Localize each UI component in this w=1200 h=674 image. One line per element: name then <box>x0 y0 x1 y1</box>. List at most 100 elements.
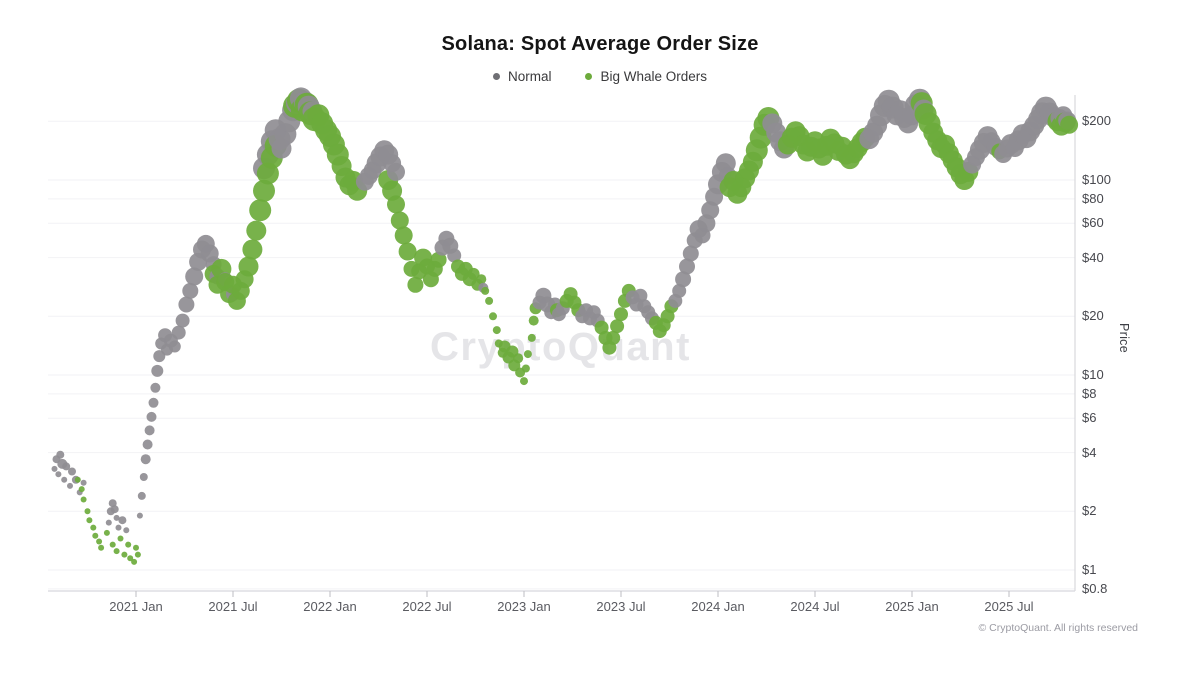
data-point-normal <box>633 288 648 303</box>
legend: Normal Big Whale Orders <box>0 69 1200 84</box>
data-point-normal <box>168 340 181 353</box>
cryptoquant-watermark: CryptoQuant <box>430 325 691 369</box>
data-point-normal <box>136 512 143 519</box>
data-point-whale <box>98 544 105 551</box>
data-point-whale <box>610 319 625 334</box>
data-point-normal <box>56 450 65 459</box>
x-tick-label: 2025 Jul <box>984 599 1034 614</box>
data-point-whale <box>527 333 536 342</box>
x-tick-label: 2023 Jul <box>596 599 646 614</box>
x-tick-label: 2024 Jan <box>691 599 745 614</box>
data-point-whale <box>92 532 99 539</box>
data-point-whale <box>521 364 530 373</box>
data-point-whale <box>246 220 267 241</box>
data-point-normal <box>61 476 68 483</box>
data-point-normal <box>178 296 195 313</box>
data-point-normal <box>113 514 120 521</box>
data-point-whale <box>253 179 275 202</box>
data-point-whale <box>485 296 494 305</box>
data-point-whale <box>131 558 138 565</box>
data-point-normal <box>672 283 687 298</box>
data-point-whale <box>387 195 405 214</box>
y-tick-label: $60 <box>1082 215 1104 231</box>
data-point-normal <box>150 382 161 393</box>
data-point-whale <box>117 535 124 542</box>
y-tick-label: $20 <box>1082 308 1104 324</box>
y-tick-label: $6 <box>1082 410 1097 426</box>
data-point-normal <box>105 519 112 526</box>
legend-label-big-whale-orders: Big Whale Orders <box>600 69 708 84</box>
x-tick-label: 2022 Jul <box>402 599 452 614</box>
data-point-normal <box>80 479 87 486</box>
legend-label-normal: Normal <box>507 69 552 84</box>
data-point-whale <box>476 274 487 285</box>
data-point-whale <box>90 524 97 531</box>
y-tick-label: $2 <box>1082 503 1097 519</box>
chart-title: Solana: Spot Average Order Size <box>441 33 759 55</box>
data-point-normal <box>110 505 119 514</box>
y-tick-label: $4 <box>1082 444 1097 460</box>
data-point-whale <box>492 326 501 335</box>
data-point-whale <box>249 199 272 222</box>
legend-item-big-whale-orders[interactable]: Big Whale Orders <box>585 69 707 84</box>
data-point-whale <box>80 496 87 503</box>
data-point-normal <box>151 364 164 377</box>
data-point-normal <box>148 397 159 408</box>
data-point-whale <box>133 544 139 551</box>
y-tick-label: $0.8 <box>1082 580 1108 596</box>
whale-series-swatch-icon <box>585 73 593 80</box>
data-point-whale <box>1060 115 1079 134</box>
legend-item-normal[interactable]: Normal <box>492 69 552 84</box>
data-point-normal <box>675 271 692 288</box>
data-point-normal <box>51 465 58 472</box>
data-point-whale <box>242 239 263 260</box>
x-tick-label: 2022 Jan <box>303 599 357 614</box>
data-point-whale <box>398 242 417 261</box>
y-tick-label: $10 <box>1082 367 1104 382</box>
data-point-normal <box>123 527 130 534</box>
data-point-normal <box>140 454 151 465</box>
y-tick-label: $1 <box>1082 562 1097 577</box>
y-tick-label: $40 <box>1082 249 1104 265</box>
data-point-whale <box>528 315 539 326</box>
data-point-normal <box>55 471 62 478</box>
data-point-whale <box>103 529 110 536</box>
data-point-whale <box>113 548 120 555</box>
data-point-normal <box>118 516 127 525</box>
y-tick-label: $200 <box>1082 113 1111 129</box>
data-point-whale <box>390 211 409 230</box>
data-point-normal <box>679 258 695 275</box>
y-axis-title: Price <box>1117 323 1131 353</box>
data-point-normal <box>115 524 122 531</box>
data-point-whale <box>134 551 141 558</box>
data-point-normal <box>682 245 699 262</box>
data-point-normal <box>146 411 157 422</box>
data-point-normal <box>67 482 73 489</box>
data-point-whale <box>467 267 480 280</box>
data-point-whale <box>127 555 134 562</box>
y-tick-label: $100 <box>1082 172 1111 187</box>
data-point-normal <box>447 248 462 263</box>
data-point-whale <box>78 486 85 493</box>
data-point-normal <box>68 467 76 476</box>
x-tick-label: 2023 Jan <box>497 599 551 614</box>
data-point-normal <box>142 439 153 450</box>
data-point-whale <box>606 330 621 345</box>
data-point-normal <box>137 491 146 500</box>
data-point-normal <box>171 325 186 340</box>
data-point-normal <box>139 473 148 481</box>
data-point-normal <box>387 162 405 181</box>
normal-series-swatch-icon <box>492 73 500 80</box>
y-tick-label: $80 <box>1082 190 1104 206</box>
data-point-whale <box>109 541 116 548</box>
data-point-normal <box>62 462 71 471</box>
data-point-normal <box>185 267 204 286</box>
data-point-whale <box>84 508 91 515</box>
data-point-whale <box>74 476 81 483</box>
data-point-whale <box>430 251 447 268</box>
data-point-whale <box>523 350 532 359</box>
data-point-whale <box>520 377 528 386</box>
data-point-whale <box>513 353 524 364</box>
data-point-whale <box>407 276 424 293</box>
